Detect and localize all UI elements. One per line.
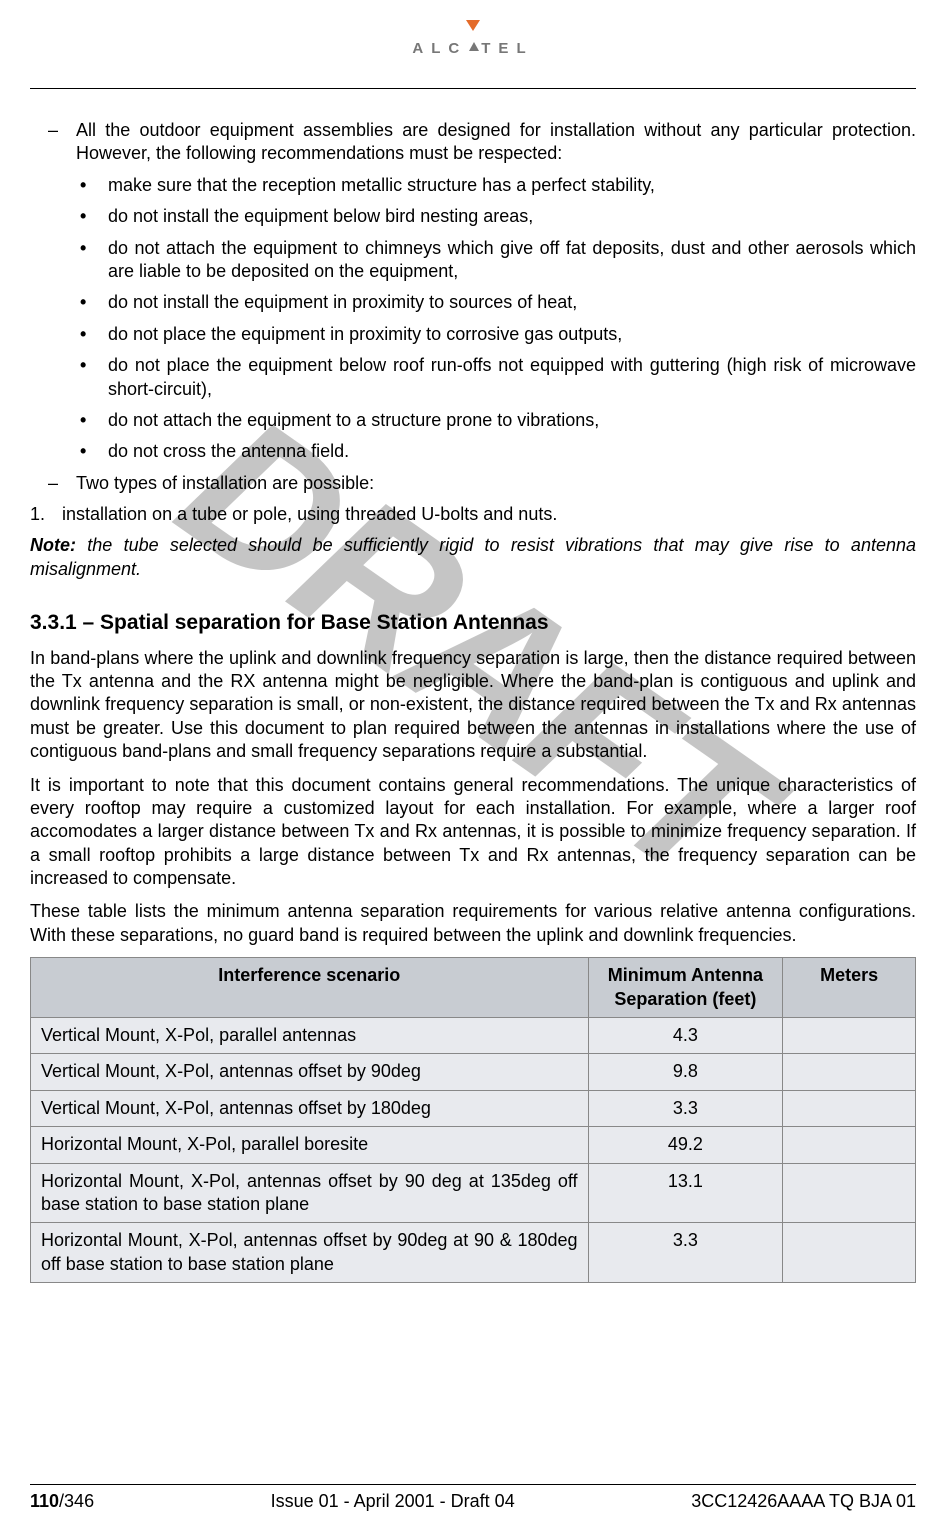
table-row: Horizontal Mount, X-Pol, antennas offset…: [31, 1163, 916, 1223]
scenario-cell: Vertical Mount, X-Pol, antennas offset b…: [31, 1090, 589, 1126]
bullet-item: •do not place the equipment in proximity…: [80, 323, 916, 346]
content: – All the outdoor equipment assemblies a…: [30, 119, 916, 1283]
meters-cell: [783, 1163, 916, 1223]
page: ALCTEL DRAFT – All the outdoor equipment…: [0, 0, 946, 1527]
page-current: 110: [30, 1491, 59, 1511]
note: Note: the tube selected should be suffic…: [30, 534, 916, 581]
brand-mid-icon: [469, 42, 479, 51]
table-row: Horizontal Mount, X-Pol, parallel boresi…: [31, 1127, 916, 1163]
numbered-item: 1. installation on a tube or pole, using…: [30, 503, 916, 526]
dash-marker: –: [48, 472, 76, 495]
brand-logo: ALCTEL: [412, 20, 533, 57]
bullet-marker: •: [80, 440, 108, 463]
bullet-item: •do not install the equipment in proximi…: [80, 291, 916, 314]
bullet-text: do not attach the equipment to a structu…: [108, 409, 599, 432]
number-text: installation on a tube or pole, using th…: [62, 503, 557, 526]
bullet-marker: •: [80, 409, 108, 432]
feet-cell: 3.3: [588, 1090, 783, 1126]
brand-header: ALCTEL: [30, 20, 916, 58]
bullet-text: do not place the equipment below roof ru…: [108, 354, 916, 401]
brand-triangle-icon: [466, 20, 480, 31]
dash-item: – All the outdoor equipment assemblies a…: [48, 119, 916, 166]
bullet-marker: •: [80, 237, 108, 284]
feet-cell: 9.8: [588, 1054, 783, 1090]
table-header-cell: Minimum Antenna Separation (feet): [588, 958, 783, 1018]
dash-text: Two types of installation are possible:: [76, 472, 374, 495]
separation-table: Interference scenarioMinimum Antenna Sep…: [30, 957, 916, 1283]
scenario-cell: Vertical Mount, X-Pol, antennas offset b…: [31, 1054, 589, 1090]
bullet-item: •make sure that the reception metallic s…: [80, 174, 916, 197]
footer-rule: [30, 1484, 916, 1485]
paragraph: It is important to note that this docume…: [30, 774, 916, 891]
dash-item: – Two types of installation are possible…: [48, 472, 916, 495]
dash-text: All the outdoor equipment assemblies are…: [76, 119, 916, 166]
bullet-text: do not install the equipment below bird …: [108, 205, 533, 228]
paragraph: These table lists the minimum antenna se…: [30, 900, 916, 947]
note-label: Note:: [30, 535, 76, 555]
scenario-cell: Vertical Mount, X-Pol, parallel antennas: [31, 1018, 589, 1054]
feet-cell: 49.2: [588, 1127, 783, 1163]
section-heading: 3.3.1 – Spatial separation for Base Stat…: [30, 609, 916, 636]
bullet-marker: •: [80, 174, 108, 197]
bullet-text: do not install the equipment in proximit…: [108, 291, 577, 314]
bullet-item: •do not place the equipment below roof r…: [80, 354, 916, 401]
feet-cell: 13.1: [588, 1163, 783, 1223]
bullet-text: do not attach the equipment to chimneys …: [108, 237, 916, 284]
brand-name: ALCTEL: [412, 40, 533, 57]
bullet-text: do not place the equipment in proximity …: [108, 323, 622, 346]
bullet-marker: •: [80, 323, 108, 346]
footer-row: 110/346 Issue 01 - April 2001 - Draft 04…: [30, 1491, 916, 1512]
table-header-cell: Interference scenario: [31, 958, 589, 1018]
scenario-cell: Horizontal Mount, X-Pol, antennas offset…: [31, 1223, 589, 1283]
table-header-row: Interference scenarioMinimum Antenna Sep…: [31, 958, 916, 1018]
meters-cell: [783, 1054, 916, 1090]
meters-cell: [783, 1018, 916, 1054]
bullet-item: •do not attach the equipment to a struct…: [80, 409, 916, 432]
scenario-cell: Horizontal Mount, X-Pol, antennas offset…: [31, 1163, 589, 1223]
table-row: Vertical Mount, X-Pol, antennas offset b…: [31, 1054, 916, 1090]
meters-cell: [783, 1127, 916, 1163]
bullet-item: •do not cross the antenna field.: [80, 440, 916, 463]
meters-cell: [783, 1090, 916, 1126]
bullet-marker: •: [80, 205, 108, 228]
footer: 110/346 Issue 01 - April 2001 - Draft 04…: [30, 1484, 916, 1512]
table-row: Horizontal Mount, X-Pol, antennas offset…: [31, 1223, 916, 1283]
bullet-list: •make sure that the reception metallic s…: [30, 174, 916, 464]
number-marker: 1.: [30, 503, 62, 526]
footer-page: 110/346: [30, 1491, 94, 1512]
bullet-text: make sure that the reception metallic st…: [108, 174, 655, 197]
bullet-text: do not cross the antenna field.: [108, 440, 349, 463]
bullet-marker: •: [80, 354, 108, 401]
note-text: the tube selected should be sufficiently…: [30, 535, 916, 578]
meters-cell: [783, 1223, 916, 1283]
table-row: Vertical Mount, X-Pol, antennas offset b…: [31, 1090, 916, 1126]
bullet-marker: •: [80, 291, 108, 314]
feet-cell: 3.3: [588, 1223, 783, 1283]
scenario-cell: Horizontal Mount, X-Pol, parallel boresi…: [31, 1127, 589, 1163]
bullet-item: •do not install the equipment below bird…: [80, 205, 916, 228]
footer-right: 3CC12426AAAA TQ BJA 01: [691, 1491, 916, 1512]
paragraph: In band-plans where the uplink and downl…: [30, 647, 916, 764]
table-row: Vertical Mount, X-Pol, parallel antennas…: [31, 1018, 916, 1054]
dash-marker: –: [48, 119, 76, 166]
page-total: /346: [59, 1491, 94, 1511]
header-rule: [30, 88, 916, 89]
bullet-item: •do not attach the equipment to chimneys…: [80, 237, 916, 284]
table-header-cell: Meters: [783, 958, 916, 1018]
feet-cell: 4.3: [588, 1018, 783, 1054]
footer-center: Issue 01 - April 2001 - Draft 04: [271, 1491, 515, 1512]
